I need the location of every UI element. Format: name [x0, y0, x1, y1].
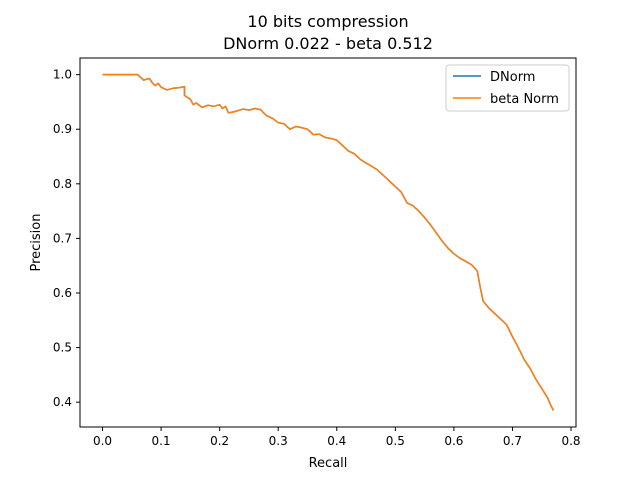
y-tick-label: 0.6 [53, 286, 72, 300]
x-tick-label: 0.6 [444, 434, 463, 448]
axes-frame [79, 57, 577, 428]
legend-label-dnorm: DNorm [490, 70, 535, 85]
y-tick-label: 0.4 [53, 395, 72, 409]
chart-title-line2: DNorm 0.022 - beta 0.512 [223, 34, 433, 53]
y-tick-label: 0.7 [53, 231, 72, 245]
series-line-beta-norm [102, 73, 555, 411]
chart-title-line1: 10 bits compression [247, 12, 408, 31]
x-tick-label: 0.4 [327, 434, 346, 448]
x-tick-label: 0.3 [269, 434, 288, 448]
y-tick-label: 0.8 [53, 177, 72, 191]
y-axis-label: Precision [29, 213, 44, 271]
x-tick-label: 0.5 [386, 434, 405, 448]
x-tick-label: 0.8 [561, 434, 580, 448]
x-tick-label: 0.0 [93, 434, 112, 448]
x-axis-label: Recall [309, 456, 348, 471]
legend-label-beta-norm: beta Norm [490, 92, 559, 107]
x-tick-label: 0.1 [152, 434, 171, 448]
x-tick-label: 0.2 [210, 434, 229, 448]
y-tick-label: 0.5 [53, 341, 72, 355]
y-tick-label: 0.9 [53, 122, 72, 136]
legend: DNorm beta Norm [445, 64, 570, 112]
y-tick-label: 1.0 [53, 68, 72, 82]
axis-ticks: 0.0 0.1 0.2 0.3 0.4 0.5 0.6 0.7 0.8 0.4 0.5 0.6 0.7 0… [53, 68, 581, 448]
x-tick-label: 0.7 [503, 434, 522, 448]
plot-area [102, 73, 555, 411]
